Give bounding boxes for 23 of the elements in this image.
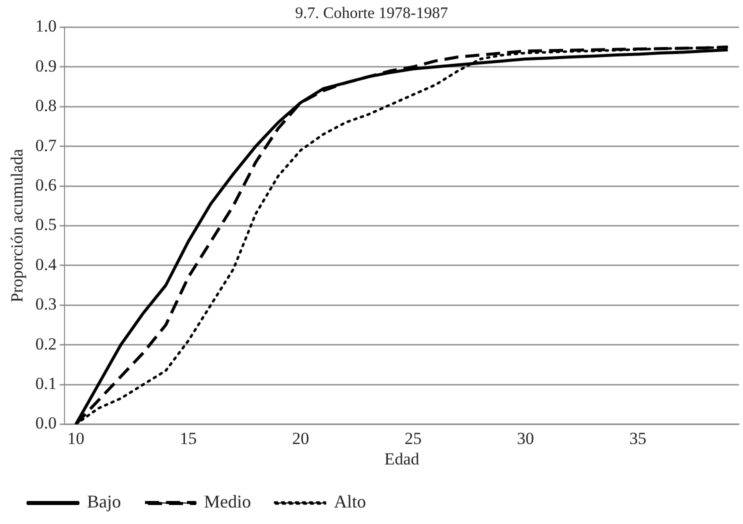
x-tick-label: 15 (180, 428, 197, 448)
y-tick-label: 0.3 (35, 294, 57, 314)
x-tick-label: 20 (292, 428, 310, 448)
legend-label: Medio (204, 492, 251, 512)
legend-label: Alto (334, 492, 366, 512)
y-tick-label: 0.6 (35, 175, 57, 194)
y-tick-label: 0.1 (35, 374, 57, 393)
y-tick-label: 0.5 (35, 215, 57, 234)
y-tick-label: 0.4 (35, 254, 58, 274)
y-tick-label: 0.7 (35, 136, 58, 155)
y-tick-label: 0.8 (35, 96, 57, 116)
y-tick-label: 1.0 (35, 16, 57, 36)
x-tick-label: 25 (404, 428, 422, 448)
x-axis-title: Edad (384, 449, 420, 468)
x-tick-label: 10 (67, 428, 84, 448)
y-tick-label: 0.0 (35, 414, 57, 433)
y-axis-title: Proporción acumulada (8, 148, 27, 302)
y-tick-label: 0.2 (35, 334, 57, 354)
y-tick-label: 0.9 (35, 56, 57, 76)
chart-title: 9.7. Cohorte 1978-1987 (295, 4, 448, 22)
x-tick-label: 30 (516, 428, 534, 448)
legend-label: Bajo (87, 492, 121, 512)
x-tick-label: 35 (629, 428, 646, 448)
